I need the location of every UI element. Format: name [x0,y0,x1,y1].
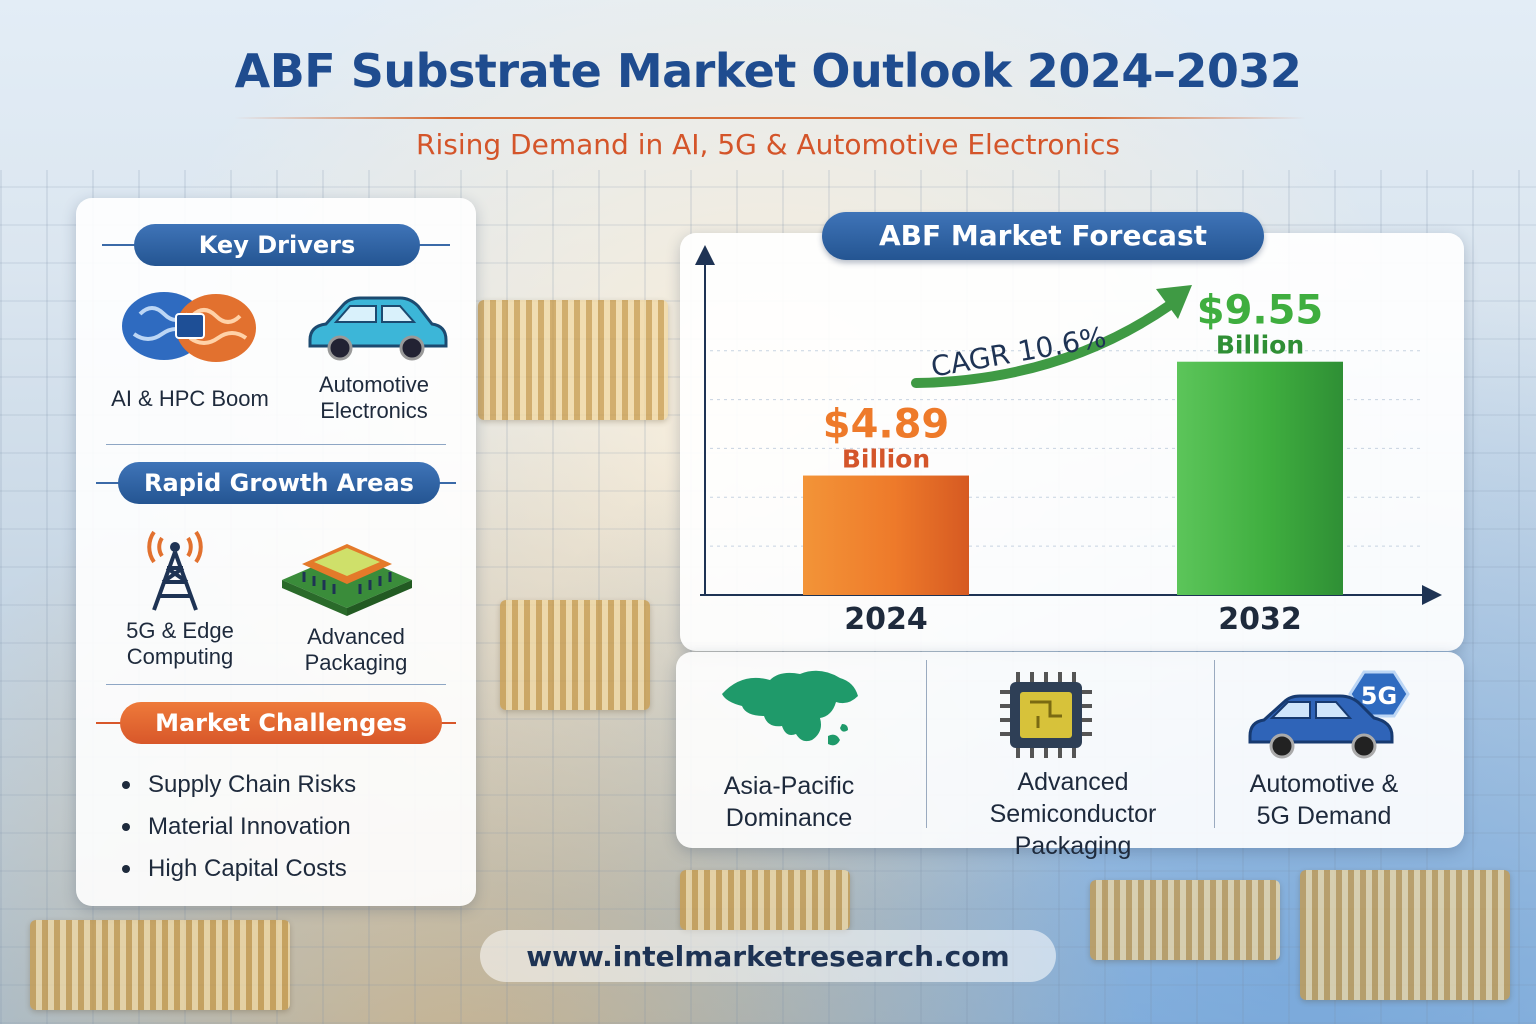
growth-areas-heading: Rapid Growth Areas [118,462,440,504]
challenge-label: Material Innovation [148,813,351,840]
growth-label-5g: 5G & Edge Computing [126,618,234,669]
highlight-label-automotive: Automotive & 5G Demand [1249,770,1399,830]
car-5g-icon: 5G [1248,670,1410,759]
chart-title: ABF Market Forecast [822,212,1264,260]
bar-unit-label: Billion [1216,331,1304,360]
bar-value-label: $9.55 [1197,288,1324,334]
car-icon [308,296,448,361]
website-link[interactable]: www.intelmarketresearch.com [526,940,1010,973]
cpu-chip-icon [1000,672,1092,758]
drivers-panel: Key Drivers AI & HPC Boom Automotive Ele… [76,198,476,906]
list-item: Supply Chain Risks [122,764,462,806]
asia-map-icon [722,670,858,746]
background-chip [1300,870,1510,1000]
five-g-badge: 5G [1361,682,1397,710]
bar-value-label: $4.89 [823,402,950,448]
chip-package-icon [282,544,412,616]
highlight-divider [1214,660,1215,828]
challenge-label: High Capital Costs [148,855,347,882]
growth-label-packaging: Advanced Packaging [304,624,408,675]
page-title: ABF Substrate Market Outlook 2024–2032 [234,44,1302,98]
brain-chip-icon [122,292,256,362]
section-divider [106,444,446,445]
background-chip [680,870,850,930]
highlight-label-asia: Asia-Pacific Dominance [723,772,855,832]
challenges-list: Supply Chain Risks Material Innovation H… [122,764,462,890]
driver-label-ai: AI & HPC Boom [111,386,269,411]
antenna-tower-icon [147,530,203,611]
bar-2032 [1177,361,1343,595]
bullet-icon [122,781,130,789]
highlight-label-packaging: Advanced Semiconductor Packaging [989,768,1157,860]
driver-label-automotive: Automotive Electronics [318,372,430,423]
key-drivers-heading: Key Drivers [134,224,420,266]
background-chip [478,300,668,420]
forecast-chart: CAGR 10.6% $4.89Billion2024$9.55Billion2… [695,245,1442,637]
section-divider [106,684,446,685]
list-item: High Capital Costs [122,848,462,890]
list-item: Material Innovation [122,806,462,848]
growth-arrow-icon [911,285,1192,388]
bar-unit-label: Billion [842,445,930,474]
x-tick-label: 2032 [1218,602,1302,637]
bullet-icon [122,823,130,831]
highlight-divider [926,660,927,828]
challenges-heading: Market Challenges [120,702,442,744]
bullet-icon [122,865,130,873]
background-chip [1090,880,1280,960]
footer-band [480,930,1056,982]
background-chip [500,600,650,710]
background-chip [30,920,290,1010]
page-subtitle: Rising Demand in AI, 5G & Automotive Ele… [416,128,1120,161]
bar-2024 [803,475,969,595]
title-divider [234,117,1306,119]
challenge-label: Supply Chain Risks [148,771,357,798]
x-tick-label: 2024 [844,602,928,637]
